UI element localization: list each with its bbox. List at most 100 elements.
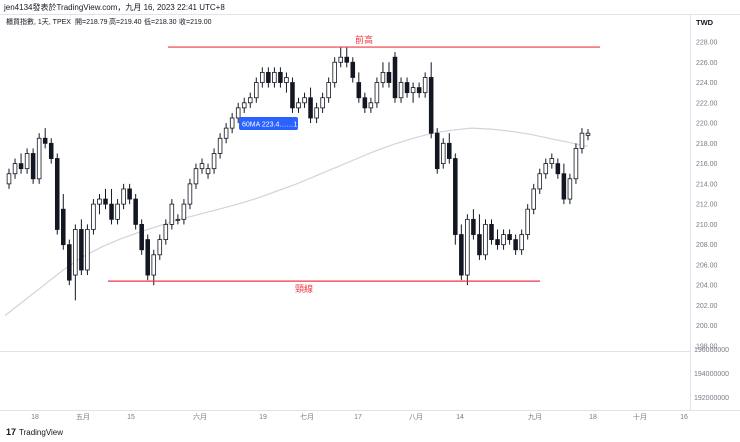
price-tick-label: 206.00 bbox=[696, 262, 718, 269]
candle-body-up bbox=[254, 82, 259, 99]
candle-body-up bbox=[199, 163, 205, 170]
candle-body-up bbox=[543, 163, 549, 175]
candle-body-down bbox=[30, 153, 36, 180]
candle bbox=[133, 194, 138, 230]
candle-body-up bbox=[151, 254, 157, 276]
candle bbox=[103, 188, 108, 210]
price-tick-label: 212.00 bbox=[696, 202, 718, 209]
candle bbox=[555, 158, 561, 179]
candle-body-down bbox=[416, 87, 422, 94]
ma-badge-label: 60MA 223.4……1 bbox=[242, 122, 297, 129]
candle bbox=[73, 224, 78, 301]
candle-body-down bbox=[362, 97, 368, 109]
time-tick-label: 八月 bbox=[409, 413, 423, 421]
candle bbox=[561, 163, 567, 205]
candle bbox=[440, 138, 446, 169]
volume-tick-label: 192000000 bbox=[694, 395, 729, 402]
volume-tick-label: 196000000 bbox=[694, 347, 729, 354]
candle-body-down bbox=[67, 244, 72, 281]
candle-body-down bbox=[54, 158, 60, 230]
candle-body-up bbox=[193, 168, 199, 185]
candle-body-up bbox=[380, 72, 386, 83]
candle-body-up bbox=[24, 153, 30, 170]
candle bbox=[314, 102, 319, 124]
candle bbox=[61, 194, 66, 250]
candle bbox=[489, 219, 494, 245]
candle bbox=[223, 123, 229, 144]
time-axis: 18 五月 15 六月 19 七月 17 八月 14 九月 18 十月 16 bbox=[31, 412, 688, 421]
candle-body-up bbox=[229, 117, 235, 129]
candle-body-up bbox=[272, 72, 277, 83]
candle bbox=[326, 77, 331, 103]
ohlc-close: 收=219.00 bbox=[179, 17, 212, 26]
candle-body-up bbox=[157, 239, 163, 256]
candle-body-down bbox=[48, 142, 54, 159]
price-tick-label: 220.00 bbox=[696, 121, 718, 128]
candle-body-up bbox=[573, 147, 579, 180]
candle bbox=[471, 209, 476, 240]
time-tick-label: 十月 bbox=[633, 412, 647, 421]
candle bbox=[109, 188, 114, 225]
candle-body-up bbox=[302, 97, 307, 104]
ma-layer bbox=[4, 127, 589, 317]
ma-badge[interactable]: 60MA 223.4……1 bbox=[239, 117, 298, 130]
candle-body-down bbox=[103, 198, 108, 205]
candle bbox=[585, 129, 591, 141]
candle bbox=[175, 214, 181, 225]
time-tick-label: 九月 bbox=[528, 412, 542, 421]
ohlc-low: 低=218.30 bbox=[144, 17, 177, 26]
candle-body-up bbox=[169, 203, 175, 225]
candle bbox=[151, 249, 157, 286]
candle-body-up bbox=[440, 142, 446, 164]
candle-body-up bbox=[217, 137, 223, 154]
candle bbox=[453, 153, 458, 245]
price-tick-label: 210.00 bbox=[696, 222, 718, 229]
candle bbox=[296, 97, 301, 113]
candle bbox=[260, 67, 265, 88]
candle bbox=[344, 47, 350, 68]
candle-body-up bbox=[320, 97, 325, 109]
candle-body-down bbox=[561, 173, 567, 200]
candle-body-up bbox=[579, 132, 585, 149]
candle bbox=[193, 163, 199, 189]
candle bbox=[241, 97, 247, 113]
candle bbox=[67, 239, 72, 286]
candle bbox=[278, 67, 283, 88]
candle-body-up bbox=[12, 163, 18, 175]
candle-body-down bbox=[266, 72, 271, 83]
published-by-text: jen4134發表於TradingView.com，九月 16, 2023 22… bbox=[3, 2, 225, 12]
candle bbox=[79, 219, 84, 276]
candle-body-up bbox=[73, 229, 78, 276]
candle bbox=[465, 214, 470, 286]
candle-body-up bbox=[241, 102, 247, 109]
candle bbox=[428, 62, 434, 139]
candle-body-up bbox=[296, 102, 301, 109]
candle-body-up bbox=[326, 82, 331, 99]
price-tick-label: 200.00 bbox=[696, 323, 718, 330]
price-axis: 228.00226.00224.00222.00220.00219.00218.… bbox=[696, 40, 718, 351]
candle bbox=[459, 224, 464, 281]
candle-body-down bbox=[133, 198, 138, 225]
candle bbox=[217, 133, 223, 159]
candle-body-up bbox=[422, 77, 428, 94]
candle bbox=[507, 229, 512, 245]
ma-badge-bg bbox=[239, 117, 298, 130]
candle-body-down bbox=[471, 218, 476, 235]
candle-body-up bbox=[549, 158, 555, 165]
candle-body-up bbox=[537, 173, 543, 190]
candle-body-up bbox=[85, 229, 90, 271]
candle bbox=[211, 148, 217, 174]
candle-body-down bbox=[61, 208, 66, 246]
currency-label: TWD bbox=[696, 18, 714, 27]
candle-body-down bbox=[555, 163, 561, 175]
candle bbox=[18, 153, 24, 174]
tradingview-logo[interactable]: 17 TradingView bbox=[6, 427, 63, 437]
time-tick-label: 17 bbox=[354, 414, 362, 421]
candle bbox=[97, 194, 102, 215]
ohlc-open: 開=218.79 bbox=[75, 18, 108, 26]
candle bbox=[374, 77, 380, 108]
candle bbox=[410, 82, 416, 103]
candle-body-up bbox=[525, 208, 530, 235]
candle bbox=[302, 92, 307, 108]
candle-body-up bbox=[410, 87, 416, 94]
